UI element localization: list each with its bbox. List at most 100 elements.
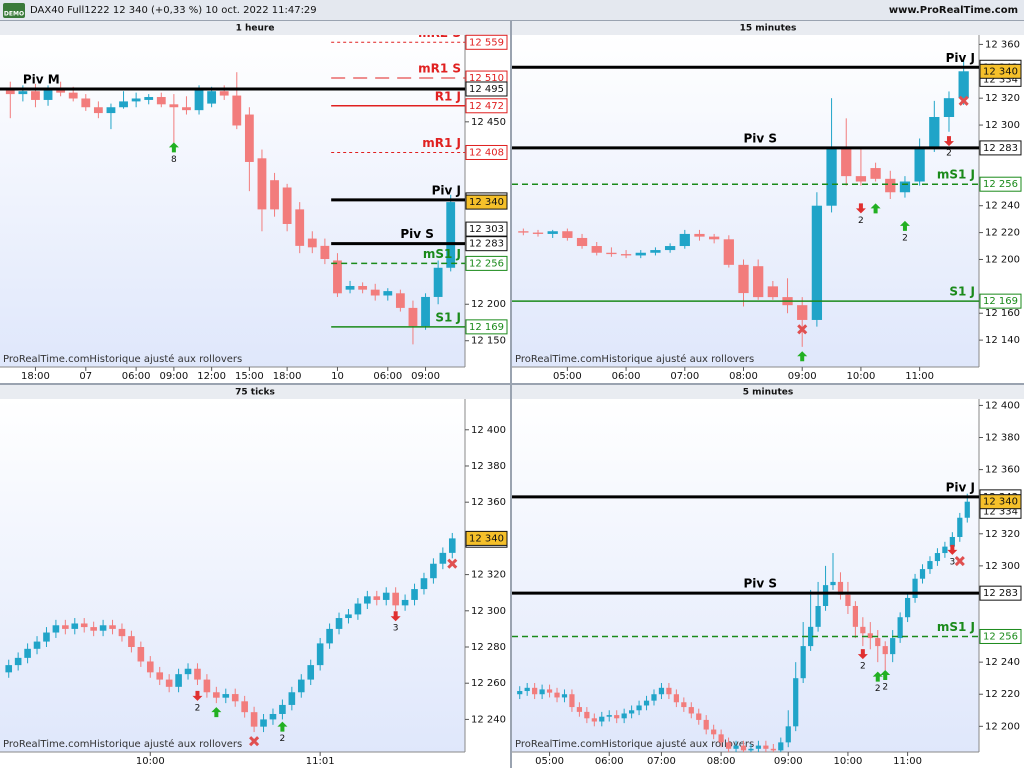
y-tick-label: 12 200: [985, 721, 1020, 732]
level-name: Piv S: [744, 577, 778, 591]
candle-body: [119, 101, 128, 108]
candle-body: [673, 694, 679, 703]
candle-body: [109, 625, 116, 629]
panel-title: 1 heure: [236, 24, 275, 34]
candle-body: [80, 623, 88, 628]
level-name: R1 J: [435, 89, 461, 103]
panel-title-bar: [512, 385, 1024, 399]
candle-body: [755, 745, 762, 749]
candle-body: [733, 745, 739, 749]
candle-body: [899, 181, 911, 193]
candle-body: [207, 91, 217, 104]
candle-body: [5, 665, 13, 673]
y-tick-label: 12 150: [471, 336, 506, 347]
x-tick-label: 07:00: [670, 371, 699, 382]
candle-body: [257, 158, 267, 210]
price-box: [979, 585, 1022, 601]
candle-body: [175, 674, 182, 687]
x-tick-label: 08:00: [707, 756, 736, 767]
y-tick-label: 12 280: [471, 642, 506, 653]
candle-body: [770, 748, 776, 751]
candle-body: [912, 578, 918, 598]
x-tick-label: 07: [79, 371, 92, 382]
candle-body: [748, 748, 754, 751]
candle-body: [430, 563, 437, 579]
x-tick-label: 09:00: [411, 371, 440, 382]
candle-body: [723, 239, 734, 265]
candle-body: [137, 647, 145, 662]
candle-body: [614, 715, 620, 719]
price-box: [465, 236, 508, 252]
candle-body: [584, 711, 590, 719]
candle-body: [785, 726, 791, 743]
candle-body: [763, 745, 769, 749]
level-name: mS1 J: [937, 168, 975, 182]
x-tick-label: 06:00: [612, 371, 641, 382]
candle-body: [118, 628, 126, 637]
candle-body: [295, 209, 305, 246]
candle-body: [518, 231, 529, 233]
signal-arrow: [390, 611, 401, 622]
x-tick-label: 18:00: [273, 371, 302, 382]
candle-body: [269, 713, 277, 720]
panel: 1 heure ProRealTime.comHistorique ajusté …: [0, 21, 510, 383]
candle-body: [93, 107, 103, 114]
candle-body: [222, 694, 230, 698]
candle-body: [718, 734, 724, 743]
panel-title-bar: [0, 21, 510, 35]
signal-arrow: [880, 669, 891, 680]
level-name: Piv M: [23, 72, 60, 86]
candle-body: [401, 599, 409, 606]
candle-body: [532, 232, 544, 234]
candle-body: [532, 687, 538, 695]
candle-body: [830, 581, 836, 586]
time-axis: [512, 752, 1024, 768]
candle-body: [33, 641, 41, 649]
candle-body: [333, 260, 342, 294]
price-box-label: 12 256: [983, 179, 1018, 190]
price-box: [465, 98, 508, 114]
candle-body: [203, 679, 211, 693]
signal-cross: [797, 324, 808, 335]
site: www.ProRealTime.com: [889, 5, 1018, 16]
candle-body: [943, 98, 955, 117]
x-tick-label: 18:00: [21, 371, 50, 382]
level-name: mR1 J: [422, 136, 461, 150]
signal-label: 2: [946, 149, 952, 159]
price-box-label: 12 340: [983, 66, 1018, 77]
candle-body: [182, 107, 191, 111]
candle-body: [219, 91, 229, 96]
y-tick-label: 12 160: [985, 308, 1020, 319]
candle-body: [599, 716, 605, 722]
price-box: [465, 34, 508, 50]
y-tick-label: 12 380: [471, 461, 506, 472]
signal-arrow: [899, 220, 910, 231]
candle-body: [260, 719, 267, 727]
candle-body: [250, 712, 258, 727]
candle-body: [165, 679, 173, 687]
candle-body: [620, 254, 632, 256]
candle-body: [569, 694, 575, 708]
candle-body: [433, 267, 443, 297]
candle-body: [14, 657, 22, 666]
level-name: Piv S: [400, 227, 434, 241]
price-box: [979, 494, 1022, 510]
price-box: [979, 628, 1022, 644]
signal-label: 3: [949, 557, 955, 567]
y-tick-label: 12 400: [471, 425, 506, 436]
candle-body: [621, 713, 627, 719]
candle-body: [870, 168, 881, 179]
signal-label: 8: [171, 155, 177, 165]
candle-body: [395, 293, 405, 308]
x-tick-label: 11:00: [893, 756, 922, 767]
price-box-label: 12 408: [469, 147, 504, 158]
level-name: S1 J: [949, 285, 975, 299]
price-box-label: 12 340: [983, 497, 1018, 508]
y-tick-label: 12 140: [985, 335, 1020, 346]
watermark: ProRealTime.comHistorique ajusté aux rol…: [515, 353, 754, 365]
x-tick-label: 09:00: [788, 371, 817, 382]
candle-body: [867, 633, 873, 639]
price-box-label: 12 256: [983, 631, 1018, 642]
y-tick-label: 12 320: [985, 93, 1020, 104]
candle-body: [382, 592, 390, 600]
